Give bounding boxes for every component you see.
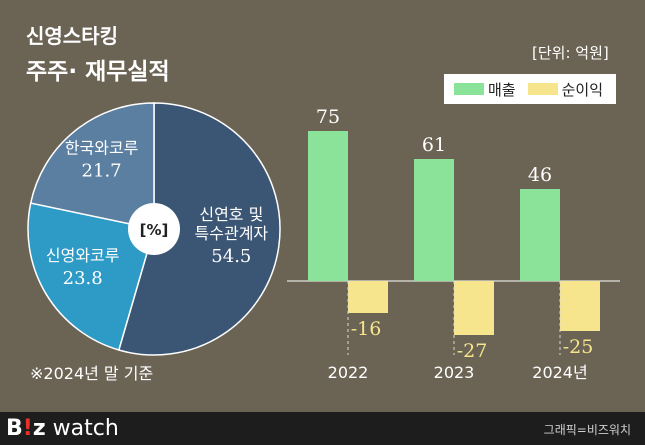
bar-revenue	[520, 189, 560, 281]
x-tick-label: 2023	[434, 363, 475, 382]
logo-watch: watch	[45, 416, 119, 441]
footer-bar: B!z watch 그래픽=비즈워치	[0, 412, 645, 445]
chart-title: 신영스타킹	[26, 24, 118, 48]
x-tick-label: 2024년	[532, 363, 587, 382]
bar-revenue	[308, 131, 348, 281]
pie-slice-value: 54.5	[211, 246, 251, 267]
bar-revenue	[414, 159, 454, 281]
x-tick-label: 2022	[328, 363, 369, 382]
legend: 매출 순이익	[444, 74, 616, 104]
footnote: ※2024년 말 기준	[30, 364, 154, 383]
logo-b: B	[6, 416, 23, 441]
chart-subtitle: 주주· 재무실적	[26, 59, 170, 85]
pie-slice-label: 신연호 및	[199, 205, 263, 224]
bar-net-income	[348, 281, 388, 313]
pie-slice-label: 특수관계자	[195, 224, 269, 243]
pie-center-circle	[128, 203, 180, 255]
legend-swatch-net-income	[527, 83, 558, 95]
logo-bang: !	[22, 416, 33, 441]
legend-label-revenue: 매출	[488, 80, 516, 99]
bar-revenue-label: 61	[422, 134, 446, 156]
logo-z: z	[32, 416, 46, 441]
legend-swatch-revenue	[454, 83, 484, 95]
bizwatch-logo: B!z watch	[6, 416, 119, 441]
pie-slice	[27, 202, 155, 351]
bar-net-income-label: -25	[563, 336, 594, 358]
pie-center-label: [%]	[140, 221, 169, 239]
bar-revenue-label: 75	[316, 106, 340, 128]
pie-slice	[29, 102, 155, 230]
unit-label: [단위: 억원]	[532, 44, 609, 62]
legend-item-revenue: 매출	[454, 79, 516, 100]
bar-net-income	[560, 281, 600, 331]
bar-revenue-label: 46	[528, 164, 552, 186]
pie-slice	[117, 102, 281, 356]
pie-slice-label: 한국와코루	[65, 138, 139, 157]
bar-net-income-label: -27	[457, 340, 488, 362]
legend-item-net-income: 순이익	[527, 79, 604, 100]
pie-slice-value: 21.7	[82, 160, 122, 181]
bar-net-income	[454, 281, 494, 335]
pie-slice-value: 23.8	[63, 268, 103, 289]
graphic-credit: 그래픽=비즈워치	[543, 423, 631, 437]
pie-slice-label: 신영와코루	[46, 246, 120, 265]
bar-net-income-label: -16	[351, 318, 382, 340]
legend-label-net-income: 순이익	[561, 80, 604, 99]
